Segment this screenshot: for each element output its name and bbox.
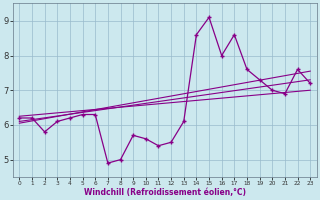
- X-axis label: Windchill (Refroidissement éolien,°C): Windchill (Refroidissement éolien,°C): [84, 188, 246, 197]
